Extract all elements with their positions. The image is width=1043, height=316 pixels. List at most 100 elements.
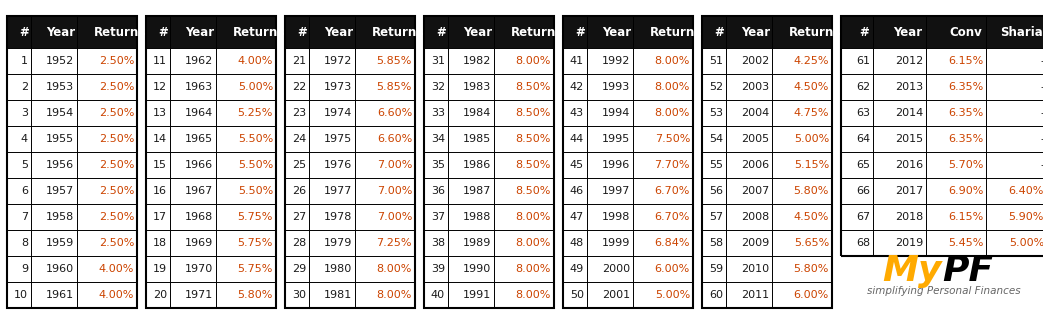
Text: 5.00%: 5.00% xyxy=(238,82,273,92)
Text: 54: 54 xyxy=(709,134,723,144)
Text: 1991: 1991 xyxy=(463,290,491,300)
Bar xyxy=(702,126,832,152)
Text: 10: 10 xyxy=(14,290,28,300)
Text: #: # xyxy=(20,26,29,39)
Text: 1961: 1961 xyxy=(46,290,74,300)
Text: 2008: 2008 xyxy=(741,212,769,222)
Text: 1972: 1972 xyxy=(323,56,353,66)
Text: 5.80%: 5.80% xyxy=(794,186,829,196)
Text: 60: 60 xyxy=(709,290,723,300)
Bar xyxy=(425,48,554,74)
Text: 5.75%: 5.75% xyxy=(238,238,273,248)
Bar xyxy=(425,282,554,308)
Text: 32: 32 xyxy=(431,82,445,92)
Text: 55: 55 xyxy=(709,160,723,170)
Bar xyxy=(702,282,832,308)
Text: 1989: 1989 xyxy=(463,238,491,248)
Bar xyxy=(285,16,415,48)
Bar xyxy=(563,204,693,230)
Bar xyxy=(7,126,137,152)
Text: 8: 8 xyxy=(21,238,28,248)
Text: 13: 13 xyxy=(153,108,167,118)
Text: 5.50%: 5.50% xyxy=(238,186,273,196)
Text: 1985: 1985 xyxy=(463,134,491,144)
Bar xyxy=(702,204,832,230)
Text: 7.25%: 7.25% xyxy=(377,238,412,248)
Text: 64: 64 xyxy=(856,134,870,144)
Bar xyxy=(7,204,137,230)
Text: 8.00%: 8.00% xyxy=(655,108,690,118)
Text: 11: 11 xyxy=(153,56,167,66)
Text: 1987: 1987 xyxy=(463,186,491,196)
Text: 26: 26 xyxy=(292,186,306,196)
Bar xyxy=(425,256,554,282)
Text: 5.25%: 5.25% xyxy=(238,108,273,118)
Text: #: # xyxy=(159,26,168,39)
Bar xyxy=(563,126,693,152)
Bar xyxy=(146,230,276,256)
Text: 1962: 1962 xyxy=(185,56,213,66)
Text: 1980: 1980 xyxy=(324,264,353,274)
Bar xyxy=(146,178,276,204)
Text: 40: 40 xyxy=(431,290,445,300)
Text: 8.00%: 8.00% xyxy=(515,56,551,66)
Text: 1973: 1973 xyxy=(324,82,353,92)
Text: 4: 4 xyxy=(21,134,28,144)
Text: 12: 12 xyxy=(153,82,167,92)
Text: 33: 33 xyxy=(431,108,445,118)
Text: 31: 31 xyxy=(431,56,445,66)
Text: 2007: 2007 xyxy=(741,186,769,196)
Text: 1956: 1956 xyxy=(46,160,74,170)
Bar xyxy=(563,74,693,100)
Text: 67: 67 xyxy=(856,212,870,222)
Bar xyxy=(841,74,1043,100)
Text: 2004: 2004 xyxy=(741,108,769,118)
Text: 2015: 2015 xyxy=(895,134,923,144)
Text: 38: 38 xyxy=(431,238,445,248)
Text: 49: 49 xyxy=(569,264,584,274)
Text: 2010: 2010 xyxy=(742,264,769,274)
Text: 5.80%: 5.80% xyxy=(238,290,273,300)
Text: 2019: 2019 xyxy=(895,238,923,248)
Text: 39: 39 xyxy=(431,264,445,274)
Text: Returns: Returns xyxy=(511,26,563,39)
Bar xyxy=(563,16,693,48)
Text: 2.50%: 2.50% xyxy=(99,238,134,248)
Text: 36: 36 xyxy=(431,186,445,196)
Text: 15: 15 xyxy=(153,160,167,170)
Bar xyxy=(146,16,276,308)
Text: 1995: 1995 xyxy=(602,134,630,144)
Text: 5.70%: 5.70% xyxy=(948,160,984,170)
Text: 2.50%: 2.50% xyxy=(99,160,134,170)
Text: 1984: 1984 xyxy=(463,108,491,118)
Text: Year: Year xyxy=(47,26,75,39)
Text: 2012: 2012 xyxy=(895,56,923,66)
Text: 1986: 1986 xyxy=(463,160,491,170)
Text: Year: Year xyxy=(893,26,922,39)
Text: 19: 19 xyxy=(153,264,167,274)
Bar xyxy=(7,256,137,282)
Bar xyxy=(563,282,693,308)
Text: 5.90%: 5.90% xyxy=(1009,212,1043,222)
Text: 4.50%: 4.50% xyxy=(794,212,829,222)
Text: 17: 17 xyxy=(153,212,167,222)
Text: 6.15%: 6.15% xyxy=(948,212,984,222)
Text: 4.00%: 4.00% xyxy=(99,264,134,274)
Bar xyxy=(146,282,276,308)
Bar xyxy=(285,230,415,256)
Text: 6: 6 xyxy=(21,186,28,196)
Text: 6.15%: 6.15% xyxy=(948,56,984,66)
Text: Shariah: Shariah xyxy=(1000,26,1043,39)
Text: 1967: 1967 xyxy=(185,186,213,196)
Text: 6.35%: 6.35% xyxy=(948,108,984,118)
Bar xyxy=(146,100,276,126)
Bar xyxy=(285,204,415,230)
Text: 35: 35 xyxy=(431,160,445,170)
Text: 16: 16 xyxy=(153,186,167,196)
Text: 1966: 1966 xyxy=(185,160,213,170)
Bar xyxy=(702,256,832,282)
Text: 6.35%: 6.35% xyxy=(948,82,984,92)
Text: 2.50%: 2.50% xyxy=(99,82,134,92)
Bar xyxy=(563,100,693,126)
Text: 2017: 2017 xyxy=(895,186,923,196)
